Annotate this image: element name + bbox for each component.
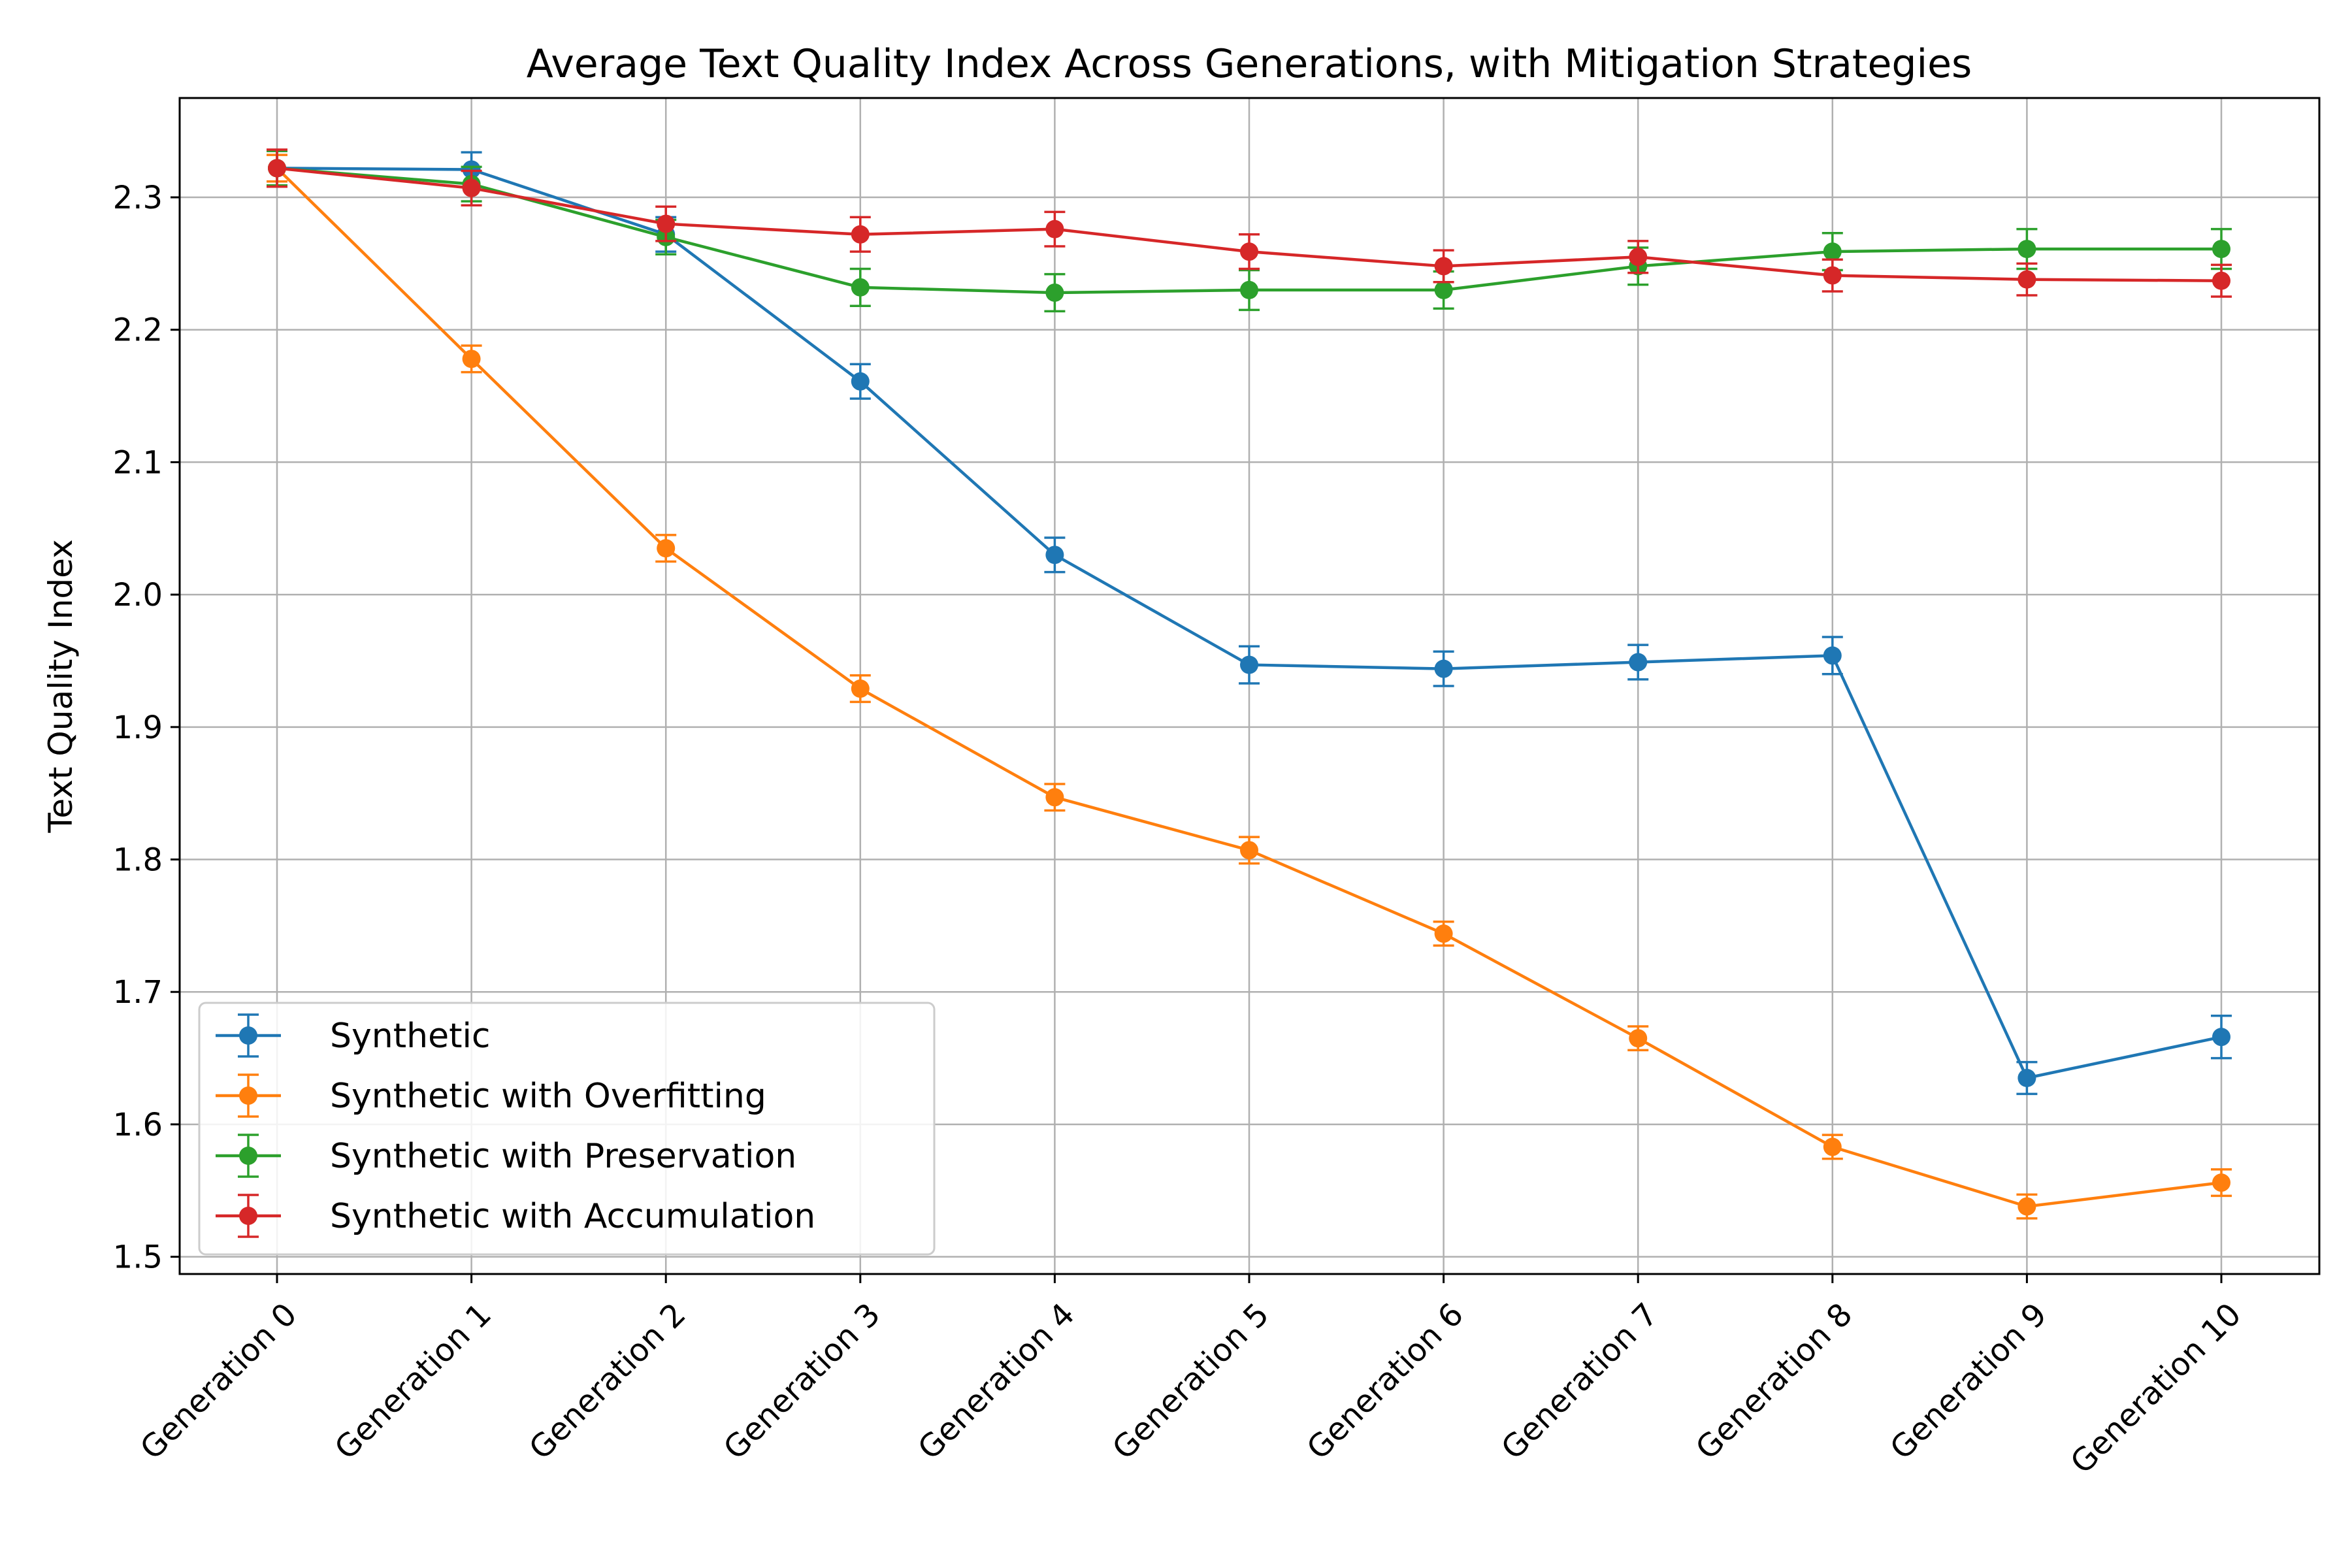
legend-entry: Synthetic with Accumulation	[216, 1194, 815, 1238]
data-point	[1045, 788, 1064, 807]
data-point	[2212, 240, 2230, 259]
data-point	[2212, 271, 2230, 290]
series-2	[267, 154, 2232, 1220]
y-tick-label: 2.1	[113, 444, 163, 481]
legend: Synthetic Synthetic with Overfitting Synth…	[198, 1002, 936, 1256]
y-tick-label: 2.3	[113, 180, 163, 216]
plot-area-frame	[178, 97, 2321, 1275]
data-point	[1823, 266, 1842, 285]
data-point	[1045, 220, 1064, 238]
y-tick-label: 2.0	[113, 577, 163, 613]
legend-marker	[239, 1147, 257, 1165]
data-point	[2017, 1197, 2036, 1216]
data-point	[1823, 646, 1842, 665]
series-4	[267, 148, 2232, 298]
series-group	[267, 148, 2232, 1220]
data-point	[2017, 240, 2036, 259]
data-point	[1240, 280, 1258, 299]
legend-box	[198, 1002, 936, 1256]
legend-label: Synthetic with Accumulation	[330, 1197, 815, 1236]
chart-title: Average Text Quality Index Across Genera…	[527, 41, 1972, 87]
legend-label: Synthetic with Overfitting	[330, 1077, 766, 1116]
data-point	[2017, 1069, 2036, 1087]
data-point	[268, 159, 286, 178]
data-point	[462, 178, 481, 197]
y-tick-label: 1.6	[113, 1107, 163, 1143]
data-point	[2212, 1028, 2230, 1047]
data-point	[1434, 659, 1453, 678]
legend-entry: Synthetic with Preservation	[216, 1134, 796, 1178]
data-point	[1823, 1137, 1842, 1156]
data-point	[1434, 280, 1453, 299]
y-tick-label: 1.9	[113, 710, 163, 746]
legend-marker	[239, 1026, 257, 1045]
data-point	[1240, 841, 1258, 860]
data-point	[851, 278, 870, 297]
y-tick-label: 1.8	[113, 842, 163, 879]
y-tick-label: 1.5	[113, 1239, 163, 1276]
data-point	[657, 539, 676, 558]
legend-label: Synthetic with Preservation	[330, 1137, 796, 1176]
legend-entry: Synthetic	[216, 1013, 491, 1058]
data-point	[1045, 546, 1064, 564]
data-point	[1823, 242, 1842, 261]
data-point	[2212, 1173, 2230, 1192]
data-point	[462, 350, 481, 368]
legend-marker	[239, 1207, 257, 1225]
data-point	[851, 679, 870, 698]
data-point	[1629, 653, 1648, 672]
data-point	[1434, 257, 1453, 276]
data-point	[2017, 270, 2036, 289]
data-point	[851, 225, 870, 244]
data-point	[1629, 1029, 1648, 1048]
data-point	[657, 214, 676, 233]
data-point	[1434, 924, 1453, 943]
data-point	[1240, 655, 1258, 674]
legend-label: Synthetic	[330, 1017, 491, 1056]
data-point	[1045, 283, 1064, 302]
y-tick-label: 2.2	[113, 312, 163, 349]
y-axis-label: Text Quality Index	[42, 539, 80, 833]
y-tick-label: 1.7	[113, 974, 163, 1011]
data-point	[851, 372, 870, 391]
data-point	[1240, 242, 1258, 261]
legend-entry: Synthetic with Overfitting	[216, 1073, 766, 1118]
data-point	[1629, 248, 1648, 267]
legend-marker	[239, 1086, 257, 1105]
